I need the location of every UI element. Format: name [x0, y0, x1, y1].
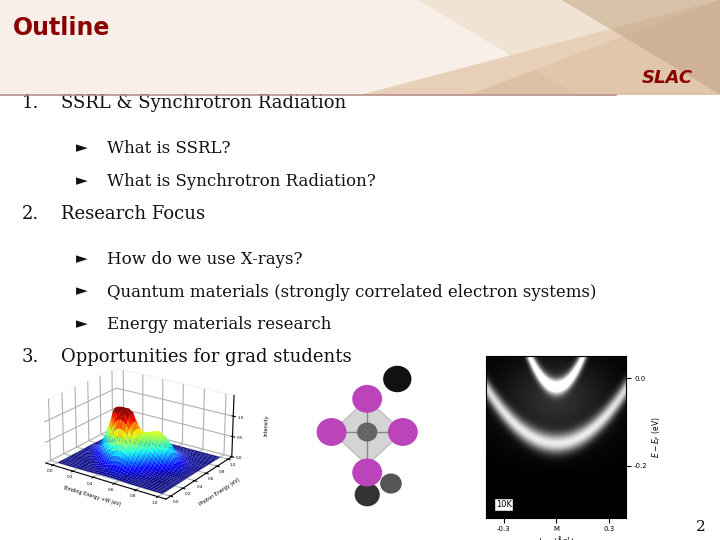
- Polygon shape: [418, 0, 720, 94]
- Circle shape: [384, 367, 410, 392]
- Polygon shape: [360, 0, 720, 94]
- Text: 2: 2: [696, 519, 706, 534]
- Circle shape: [318, 418, 346, 445]
- Circle shape: [356, 483, 379, 505]
- Text: 2.: 2.: [22, 205, 39, 223]
- Text: ►: ►: [76, 140, 87, 156]
- Text: SSRL & Synchrotron Radiation: SSRL & Synchrotron Radiation: [61, 94, 346, 112]
- Circle shape: [389, 418, 417, 445]
- Polygon shape: [562, 0, 720, 94]
- Polygon shape: [0, 0, 720, 94]
- Text: SLAC: SLAC: [642, 69, 693, 87]
- Text: ►: ►: [76, 284, 87, 299]
- Circle shape: [358, 423, 377, 441]
- Text: Research Focus: Research Focus: [61, 205, 205, 223]
- Y-axis label: Photon Energy (eV): Photon Energy (eV): [198, 477, 240, 507]
- Text: Opportunities for grad students: Opportunities for grad students: [61, 348, 352, 366]
- X-axis label: Binding Energy +W (eV): Binding Energy +W (eV): [63, 485, 122, 508]
- X-axis label: $k_{par}$ (Å$^{-1}$): $k_{par}$ (Å$^{-1}$): [538, 535, 575, 540]
- Text: 1.: 1.: [22, 94, 39, 112]
- Circle shape: [381, 474, 401, 493]
- Circle shape: [353, 459, 382, 486]
- Text: What is SSRL?: What is SSRL?: [107, 140, 230, 157]
- Text: 10K: 10K: [496, 500, 512, 509]
- Text: How do we use X-rays?: How do we use X-rays?: [107, 251, 302, 268]
- Polygon shape: [468, 0, 720, 94]
- Text: ►: ►: [76, 316, 87, 331]
- Text: 3.: 3.: [22, 348, 39, 366]
- Text: What is Synchrotron Radiation?: What is Synchrotron Radiation?: [107, 173, 375, 190]
- Polygon shape: [331, 399, 403, 465]
- Text: ►: ►: [76, 251, 87, 266]
- Text: Energy materials research: Energy materials research: [107, 316, 331, 333]
- Y-axis label: $E-E_F$ (eV): $E-E_F$ (eV): [650, 416, 663, 458]
- Text: Quantum materials (strongly correlated electron systems): Quantum materials (strongly correlated e…: [107, 284, 596, 300]
- Text: ►: ►: [76, 173, 87, 188]
- Text: Outline: Outline: [13, 16, 110, 40]
- Circle shape: [353, 386, 382, 412]
